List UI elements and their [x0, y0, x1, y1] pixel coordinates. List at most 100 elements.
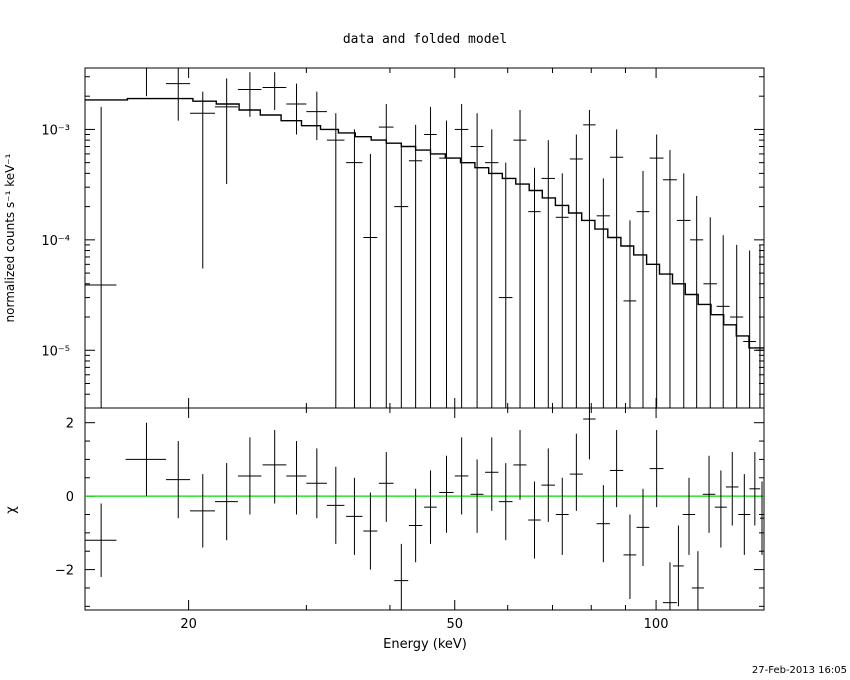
timestamp: 27-Feb-2013 16:05 — [752, 665, 847, 676]
top-y-tick-label: 10⁻⁵ — [41, 344, 70, 359]
residual-point — [702, 455, 716, 533]
top-y-axis-label: normalized counts s⁻¹ keV⁻¹ — [3, 153, 17, 322]
residual-point — [237, 437, 262, 515]
residual-point — [682, 477, 696, 555]
data-point — [513, 109, 527, 408]
residual-point — [470, 459, 484, 533]
data-point — [596, 178, 610, 408]
data-point — [730, 244, 744, 408]
residual-point — [714, 470, 727, 548]
x-tick-labels: 20 50 100 — [180, 617, 668, 632]
residual-point — [346, 477, 363, 555]
residual-point — [378, 452, 394, 522]
data-point — [454, 103, 469, 408]
data-point — [649, 134, 664, 408]
data-point — [326, 113, 345, 408]
data-point — [363, 153, 378, 408]
data-point — [214, 78, 238, 185]
bottom-panel: −2 0 2 χ — [4, 407, 765, 611]
data-point — [528, 167, 541, 408]
bottom-y-tick-label: −2 — [55, 564, 74, 579]
data-point — [346, 129, 363, 408]
residual-point — [424, 470, 437, 544]
top-y-tick-label: 10⁻³ — [41, 123, 70, 138]
data-point — [609, 129, 624, 408]
residual-point — [528, 481, 541, 559]
residual-point — [662, 562, 677, 610]
bottom-plot-frame — [84, 407, 765, 611]
residual-point — [262, 430, 287, 504]
data-point — [424, 106, 437, 408]
residual-point — [636, 488, 650, 566]
data-point — [190, 91, 215, 269]
chart-title: data and folded model — [343, 32, 507, 47]
bottom-y-axis-label: χ — [4, 506, 19, 514]
data-point — [165, 68, 191, 121]
x-tick-label: 50 — [446, 617, 463, 632]
data-point — [125, 67, 166, 97]
residual-point — [725, 452, 739, 526]
residual-point — [439, 455, 454, 533]
data-point — [690, 195, 704, 408]
residual-point — [498, 463, 513, 541]
data-point — [569, 134, 583, 408]
residual-point — [190, 474, 215, 548]
data-point — [583, 109, 596, 408]
data-point — [394, 146, 409, 408]
residual-point — [485, 437, 499, 511]
residual-point — [583, 408, 596, 460]
top-plot-frame — [84, 67, 765, 409]
residual-point — [85, 503, 117, 577]
bottom-y-tick-label: 2 — [66, 417, 74, 432]
data-point — [662, 150, 677, 408]
residual-point — [623, 514, 637, 599]
data-point — [237, 72, 262, 117]
residual-point — [214, 463, 238, 541]
residual-point — [569, 433, 583, 511]
residual-point — [596, 485, 610, 563]
residual-point — [286, 441, 307, 515]
top-axis-ticks — [85, 68, 764, 409]
data-point — [378, 103, 394, 408]
residual-point — [541, 448, 555, 522]
data-point — [743, 250, 756, 408]
residual-point — [165, 441, 191, 519]
data-point — [636, 171, 650, 408]
data-point — [262, 72, 287, 110]
residual-point — [609, 430, 624, 508]
data-point — [306, 91, 327, 141]
residual-point — [738, 474, 751, 555]
data-point — [85, 106, 117, 408]
residual-point — [691, 551, 704, 610]
bottom-y-tick-labels: −2 0 2 — [55, 417, 74, 579]
x-axis-label: Energy (keV) — [383, 637, 467, 652]
top-y-tick-label: 10⁻⁴ — [41, 234, 70, 249]
data-point — [286, 83, 307, 135]
data-point — [470, 113, 484, 408]
bottom-y-tick-label: 0 — [66, 490, 74, 505]
data-point — [408, 124, 423, 408]
residual-point — [749, 452, 761, 526]
data-point — [541, 140, 555, 408]
x-tick-label: 100 — [644, 617, 669, 632]
model-step-path — [85, 97, 764, 349]
residual-point — [649, 430, 664, 508]
residual-point — [408, 488, 423, 563]
top-panel: 10⁻⁵ 10⁻⁴ 10⁻³ normalized counts s⁻¹ keV⁻¹ — [3, 67, 765, 409]
data-point — [703, 217, 717, 408]
data-point — [485, 129, 499, 408]
residual-point — [673, 525, 684, 607]
residual-point — [363, 492, 378, 570]
bottom-axis-ticks — [85, 408, 764, 610]
residual-point — [759, 481, 764, 555]
data-point — [623, 220, 637, 408]
data-point — [676, 173, 691, 408]
residual-point — [326, 466, 345, 544]
data-point — [716, 235, 730, 408]
data-point — [439, 120, 454, 408]
data-point — [755, 244, 764, 408]
data-points — [85, 67, 764, 408]
model-step-curve — [85, 97, 764, 349]
residual-point — [513, 430, 527, 500]
residual-point — [125, 422, 166, 497]
